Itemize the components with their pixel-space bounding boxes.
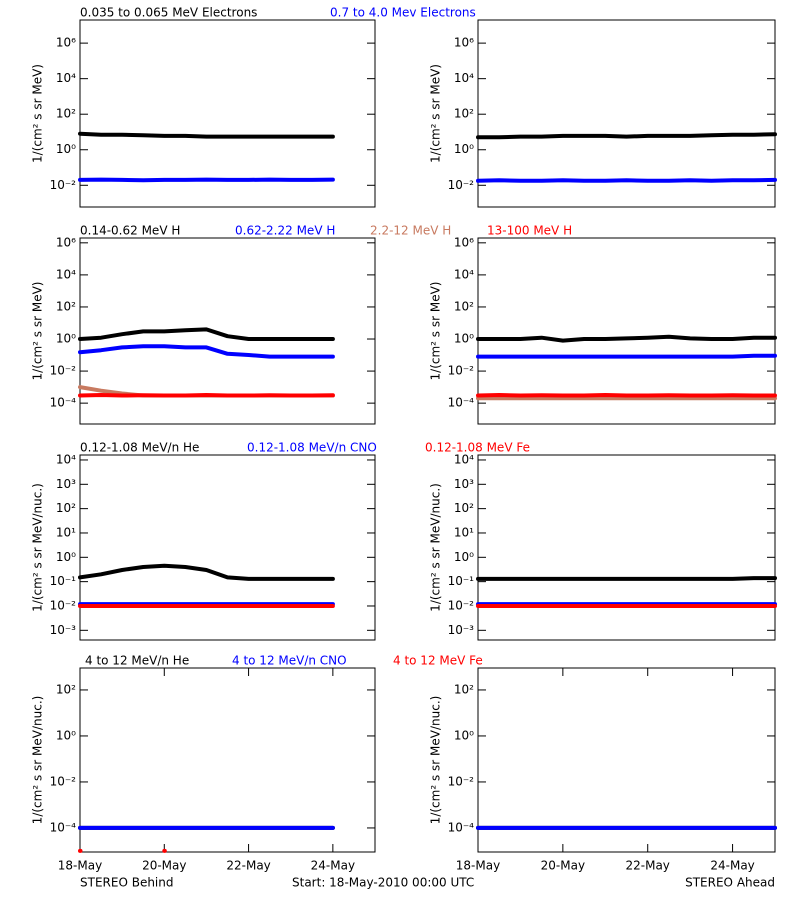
series-line [78,177,335,183]
legend-label: 0.12-1.08 MeV/n He [80,441,199,455]
y-tick-label: 10⁻² [50,364,77,378]
series-line [78,563,335,581]
y-tick-label: 10⁴ [56,452,76,466]
series-line [476,353,777,359]
series-line [78,131,335,139]
y-tick-label: 10² [454,107,474,121]
y-tick-label: 10⁰ [454,142,474,156]
footer-center: Start: 18-May-2010 00:00 UTC [292,876,474,890]
y-tick-label: 10⁻⁴ [448,820,475,834]
y-tick-label: 10¹ [56,525,76,539]
legend-label: 0.12-1.08 MeV/n CNO [247,441,377,455]
legend-label: 0.14-0.62 MeV H [80,224,180,238]
legend-label: 13-100 MeV H [487,224,572,238]
y-tick-label: 10⁶ [56,235,76,249]
y-tick-label: 10⁰ [454,550,474,564]
plot-frame [477,237,776,425]
x-tick-label: 22-May [226,859,270,873]
legend-label: 0.7 to 4.0 Mev Electrons [330,6,476,20]
y-tick-label: 10⁴ [454,71,474,85]
y-tick-label: 10³ [56,477,76,491]
y-axis-label: 1/(cm² s sr MeV) [429,282,443,381]
footer-right: STEREO Ahead [685,876,775,890]
legend-label: 2.2-12 MeV H [370,224,451,238]
y-tick-label: 10⁶ [454,36,474,50]
y-tick-label: 10⁻² [448,774,475,788]
y-axis-label: 1/(cm² s sr MeV/nuc.) [31,483,45,612]
y-tick-label: 10² [454,501,474,515]
series-line [78,327,335,341]
legend-label: 4 to 12 MeV Fe [393,654,483,668]
y-tick-label: 10⁶ [454,235,474,249]
y-tick-label: 10³ [454,477,474,491]
y-tick-label: 10⁻² [448,178,475,192]
y-tick-label: 10⁶ [56,36,76,50]
y-tick-label: 10² [56,107,76,121]
y-tick-label: 10⁻² [50,178,77,192]
x-tick-label: 18-May [456,859,500,873]
y-tick-label: 10⁰ [56,550,76,564]
y-tick-label: 10⁻³ [50,623,77,637]
y-tick-label: 10⁻² [448,598,475,612]
y-tick-label: 10² [56,501,76,515]
series-line [476,576,777,581]
plot-frame [79,237,376,425]
y-tick-label: 10⁴ [454,267,474,281]
y-tick-label: 10⁻⁴ [50,820,77,834]
y-axis-label: 1/(cm² s sr MeV) [429,64,443,163]
y-tick-label: 10² [454,682,474,696]
y-axis-label: 1/(cm² s sr MeV) [31,64,45,163]
y-tick-label: 10⁻³ [448,623,475,637]
legend-label: 0.12-1.08 MeV Fe [425,441,530,455]
y-axis-label: 1/(cm² s sr MeV) [31,282,45,381]
y-tick-label: 10⁻² [50,598,77,612]
y-tick-label: 10⁴ [454,452,474,466]
y-tick-label: 10⁴ [56,267,76,281]
series-line [476,177,777,183]
series-line [476,132,777,140]
y-tick-label: 10² [56,299,76,313]
x-tick-label: 20-May [142,859,186,873]
x-tick-label: 22-May [626,859,670,873]
x-tick-label: 24-May [710,859,754,873]
plot-frame [79,454,376,641]
y-tick-label: 10⁰ [454,332,474,346]
legend-label: 4 to 12 MeV/n CNO [232,654,347,668]
plot-frame [79,19,376,208]
y-tick-label: 10⁻⁴ [448,396,475,410]
series-line [78,344,335,359]
x-tick-label: 24-May [311,859,355,873]
y-tick-label: 10² [56,682,76,696]
y-tick-label: 10⁻² [448,364,475,378]
series-line [476,393,777,398]
y-axis-label: 1/(cm² s sr MeV/nuc.) [429,696,443,825]
legend-label: 4 to 12 MeV/n He [85,654,189,668]
x-tick-label: 18-May [58,859,102,873]
legend-label: 0.62-2.22 MeV H [235,224,335,238]
plot-frame [79,667,376,853]
y-tick-label: 10⁰ [454,728,474,742]
plot-frame [477,454,776,641]
y-axis-label: 1/(cm² s sr MeV/nuc.) [429,483,443,612]
series-line [78,393,335,398]
plot-frame [477,667,776,853]
y-tick-label: 10⁻¹ [448,574,475,588]
plot-frame [477,19,776,208]
y-tick-label: 10⁻² [50,774,77,788]
y-tick-label: 10⁰ [56,728,76,742]
series-line [476,334,777,343]
footer-left: STEREO Behind [80,876,174,890]
x-tick-label: 20-May [541,859,585,873]
y-tick-label: 10⁴ [56,71,76,85]
y-tick-label: 10² [454,299,474,313]
legend-label: 0.035 to 0.065 MeV Electrons [80,6,257,20]
y-tick-label: 10⁰ [56,142,76,156]
y-tick-label: 10⁰ [56,332,76,346]
y-axis-label: 1/(cm² s sr MeV/nuc.) [31,696,45,825]
y-tick-label: 10¹ [454,525,474,539]
y-tick-label: 10⁻¹ [50,574,77,588]
y-tick-label: 10⁻⁴ [50,396,77,410]
